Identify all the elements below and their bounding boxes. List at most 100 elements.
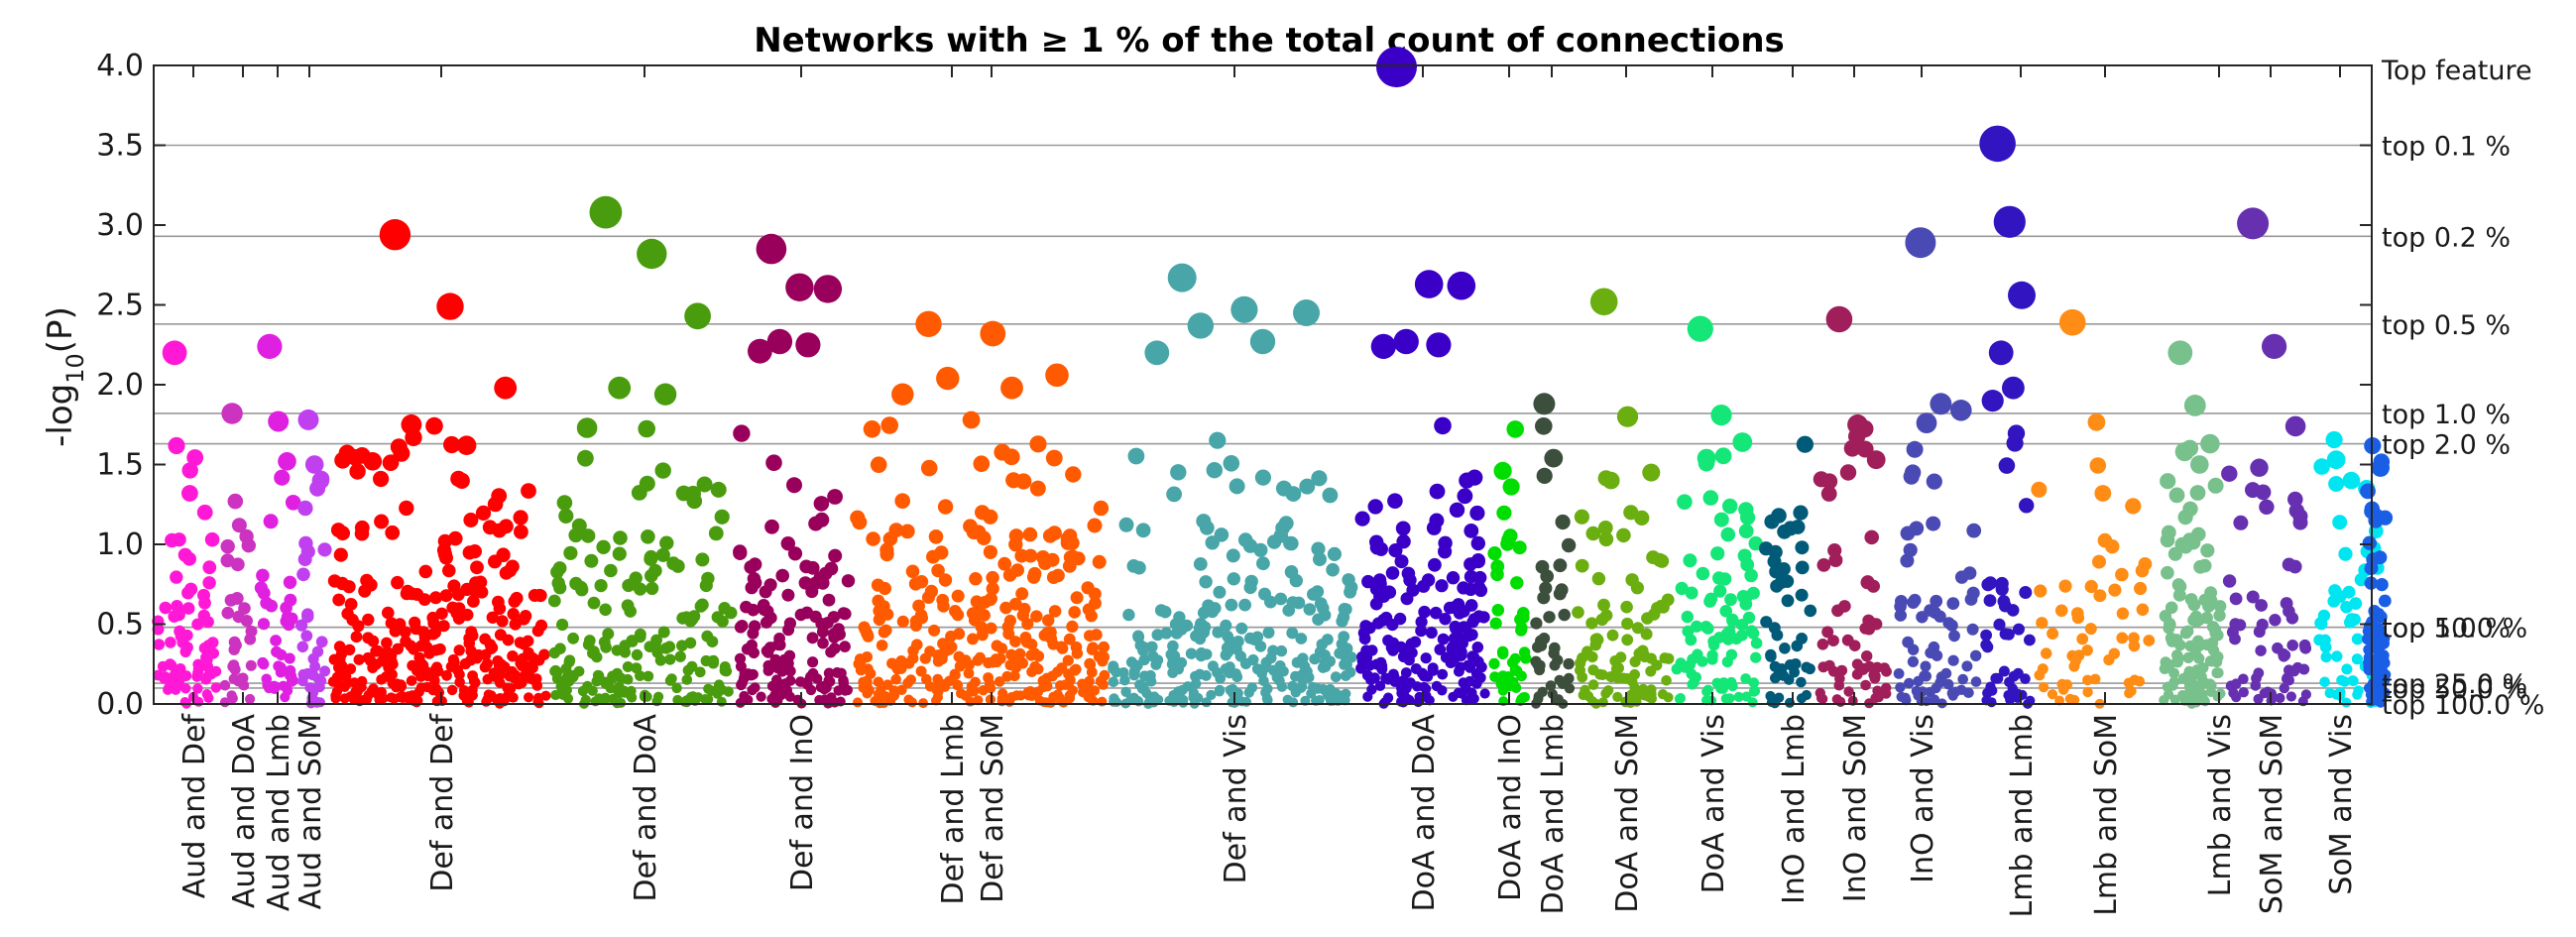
point-10-37 (1500, 536, 1515, 551)
top-point-9-4 (1426, 332, 1452, 358)
point-8-181 (1314, 695, 1325, 706)
point-2-24 (263, 514, 279, 529)
point-18-44 (2138, 557, 2153, 571)
point-22-62 (2372, 608, 2386, 621)
point-9-124 (1429, 606, 1443, 620)
point-8-54 (1206, 689, 1217, 701)
point-9-169 (1464, 524, 1479, 538)
top-point-4-2 (494, 376, 518, 400)
point-7-291 (965, 696, 976, 707)
top-point-2-1 (268, 410, 290, 432)
point-4-228 (486, 611, 499, 624)
point-9-46 (1439, 613, 1452, 626)
point-7-196 (937, 499, 954, 515)
point-9-160 (1386, 619, 1399, 632)
point-11-28 (1564, 683, 1576, 694)
point-9-77 (1362, 691, 1373, 702)
top-point-7-2 (1045, 363, 1069, 388)
point-1-0 (220, 538, 235, 554)
point-9-132 (1373, 577, 1387, 591)
point-11-33 (1535, 417, 1553, 435)
point-7-290 (890, 661, 902, 673)
point-4-33 (446, 684, 458, 696)
point-4-298 (420, 665, 432, 677)
top-point-10-2 (1512, 540, 1527, 555)
point-5-72 (684, 637, 697, 649)
point-5-62 (641, 529, 655, 544)
point-9-185 (1460, 621, 1472, 634)
point-6-129 (784, 675, 796, 686)
point-21-48 (2347, 675, 2359, 686)
point-9-142 (1415, 625, 1428, 638)
point-4-276 (408, 644, 420, 655)
point-16-69 (1920, 660, 1932, 672)
point-7-201 (1009, 636, 1021, 647)
point-12-77 (1644, 691, 1655, 703)
point-16-41 (1903, 542, 1918, 557)
point-13-78 (1736, 629, 1748, 642)
point-7-296 (938, 573, 953, 587)
point-8-70 (1180, 619, 1194, 633)
point-14-31 (1774, 575, 1789, 589)
point-0-16 (170, 570, 183, 584)
point-7-216 (1045, 697, 1056, 708)
point-9-91 (1422, 670, 1434, 682)
point-7-111 (1098, 641, 1110, 653)
point-4-196 (356, 675, 368, 687)
point-6-122 (759, 585, 772, 599)
top-point-6-4 (795, 332, 821, 358)
point-6-112 (838, 677, 850, 689)
point-5-137 (723, 686, 734, 697)
point-14-29 (1804, 604, 1817, 618)
point-8-105 (1291, 656, 1303, 668)
point-8-193 (1313, 552, 1327, 567)
point-16-25 (1895, 682, 1906, 693)
point-2-35 (285, 495, 301, 511)
point-7-105 (911, 639, 923, 650)
point-7-127 (914, 575, 929, 589)
point-22-63 (2378, 594, 2392, 608)
point-4-281 (487, 496, 504, 513)
point-19-106 (2164, 658, 2175, 670)
point-9-163 (1369, 540, 1385, 555)
point-8-107 (1322, 487, 1339, 504)
point-6-85 (762, 659, 774, 671)
point-11-12 (1539, 581, 1553, 595)
top-point-6-2 (813, 275, 843, 303)
point-16-64 (1925, 686, 1935, 698)
point-5-119 (686, 493, 703, 510)
point-14-40 (1770, 672, 1781, 684)
point-5-84 (631, 648, 644, 661)
point-20-50 (2269, 614, 2282, 627)
top-point-16-2 (1950, 400, 1972, 421)
point-9-114 (1417, 579, 1431, 593)
point-7-245 (1086, 644, 1099, 655)
point-4-241 (486, 642, 499, 653)
point-11-23 (1549, 659, 1561, 671)
point-4-279 (367, 635, 380, 647)
point-7-219 (1093, 650, 1106, 662)
point-9-74 (1394, 554, 1409, 569)
point-11-16 (1554, 674, 1566, 686)
point-12-61 (1621, 617, 1634, 631)
point-8-113 (1273, 528, 1289, 543)
point-19-1 (2161, 565, 2174, 580)
point-19-110 (2165, 601, 2178, 615)
category-label-19: Lmb and SoM (2089, 714, 2124, 916)
point-7-308 (974, 651, 987, 664)
point-8-238 (1148, 697, 1159, 708)
point-4-272 (359, 694, 370, 705)
point-16-49 (1907, 596, 1920, 609)
y-axis-label: -log10(P) (41, 306, 89, 447)
point-9-66 (1434, 416, 1452, 435)
point-21-2 (2332, 515, 2348, 530)
point-4-173 (373, 470, 390, 488)
point-15-45 (1879, 662, 1890, 674)
point-9-140 (1415, 616, 1428, 629)
point-4-154 (454, 676, 466, 688)
point-12-80 (1597, 697, 1608, 708)
point-2-39 (270, 635, 282, 646)
point-8-122 (1238, 598, 1251, 612)
point-19-40 (2171, 578, 2185, 592)
point-9-119 (1372, 617, 1385, 630)
